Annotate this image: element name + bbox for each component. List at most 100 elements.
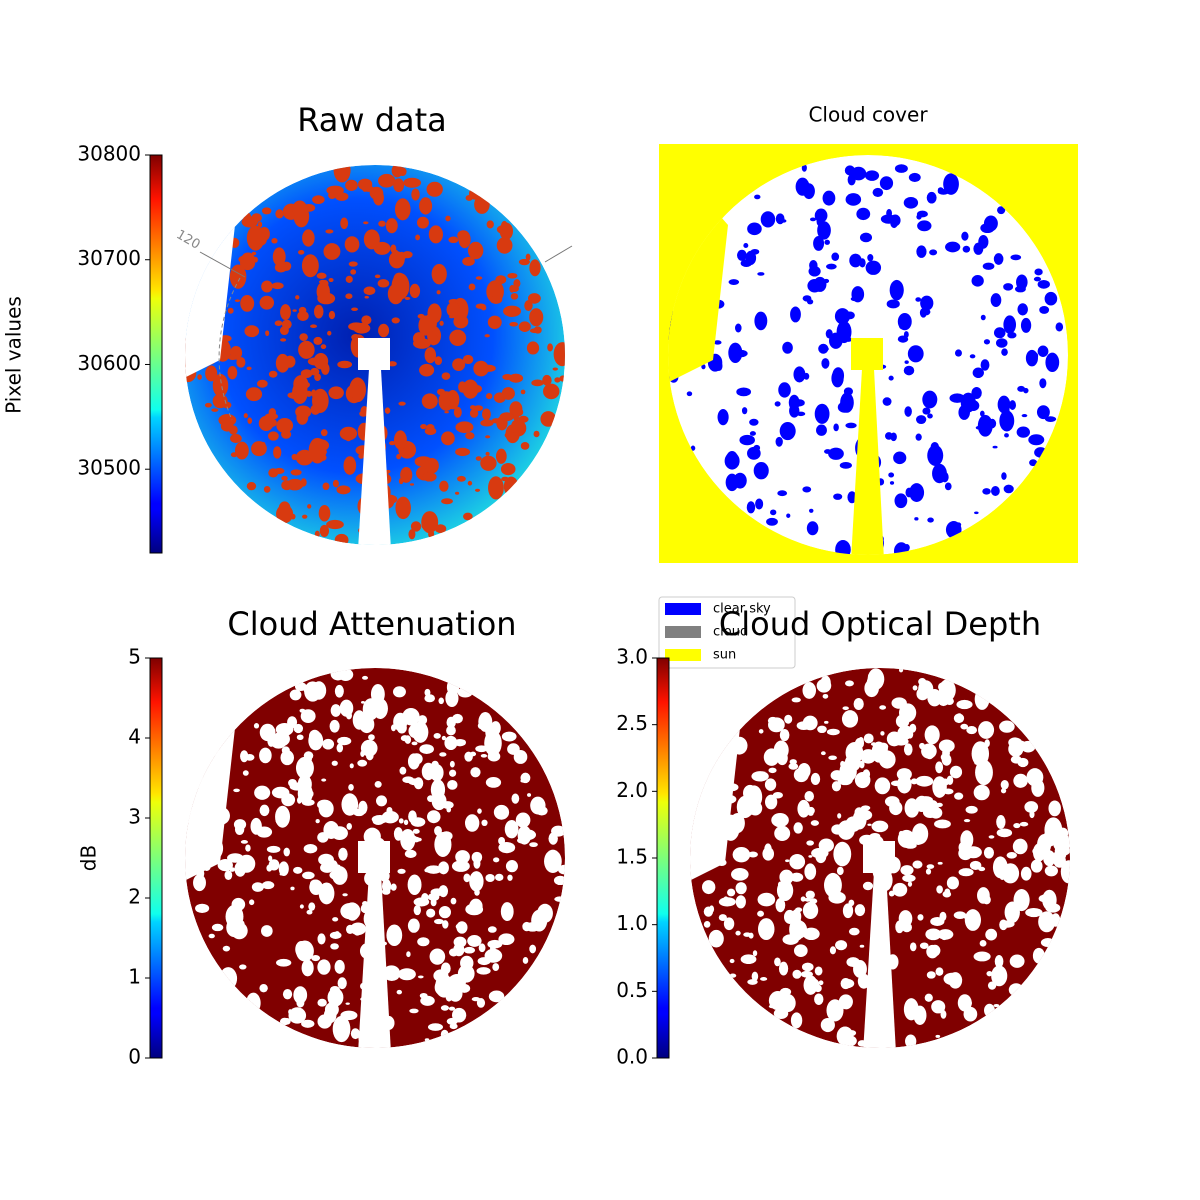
cloud-blob [378, 323, 390, 338]
cloud-blob [974, 511, 979, 515]
cloud-blob [334, 959, 345, 974]
cloud-blob [244, 325, 260, 338]
cloud-blob [312, 195, 325, 205]
cloud-blob [477, 808, 482, 814]
cloud-blob [872, 187, 884, 198]
cloud-blob [746, 501, 756, 514]
cloud-blob [553, 342, 565, 367]
cloud-blob [865, 260, 882, 275]
cloud-blob [378, 173, 396, 188]
cloud-blob [1036, 405, 1050, 420]
cloud-blob [518, 258, 530, 266]
cloud-blob [350, 269, 357, 275]
cloud-blob [751, 771, 769, 782]
cloud-blob [330, 704, 341, 717]
cloud-blob [275, 209, 284, 219]
cloud-blob [935, 967, 944, 976]
cloud-blob [957, 713, 962, 718]
cloud-blob [256, 826, 273, 838]
cloud-blob [779, 421, 796, 441]
cloud-blob [801, 962, 814, 972]
cloud-blob [281, 430, 292, 439]
cloud-blob [1034, 268, 1043, 276]
mask-square [358, 841, 390, 873]
cloud-blob [393, 178, 405, 193]
cloud-blob [222, 945, 231, 952]
cloud-blob [937, 187, 944, 194]
cloud-blob [503, 305, 521, 317]
cloud-blob [323, 243, 341, 260]
cloud-blob [343, 456, 357, 475]
cloud-blob [912, 823, 929, 845]
cloud-blob [434, 524, 447, 534]
cloud-blob [553, 875, 565, 886]
colorbar-tick-label: 1.0 [616, 911, 648, 935]
cloud-blob [276, 958, 292, 967]
cloud-blob [456, 475, 466, 482]
cloud-blob [486, 220, 494, 229]
cloud-blob [1008, 737, 1023, 748]
cloud-blob [377, 279, 390, 288]
colorbar-tick-label: 30500 [77, 456, 141, 480]
cloud-blob [740, 259, 752, 268]
cloud-blob [293, 866, 303, 874]
cloud-blob [944, 482, 952, 491]
cloud-blob [384, 407, 391, 414]
cloud-blob [403, 819, 409, 825]
cloud-blob [341, 793, 359, 816]
cloud-blob [845, 193, 862, 206]
cloud-blob [417, 975, 424, 979]
cloud-blob [279, 1017, 290, 1026]
cloud-blob [529, 259, 541, 277]
cloud-blob [993, 327, 1006, 339]
cloud-blob [929, 944, 941, 957]
cloud-blob [731, 868, 749, 881]
cloud-blob [992, 445, 998, 449]
cloud-blob [784, 714, 793, 724]
cloud-blob [469, 898, 483, 914]
cloud-blob [808, 855, 813, 858]
cloud-blob [772, 791, 783, 799]
cloud-blob [372, 698, 388, 719]
cloud-blob [966, 726, 978, 735]
cloud-blob [300, 369, 313, 378]
colorbar-tick-label: 2.5 [616, 711, 648, 735]
cloud-blob [440, 1005, 450, 1011]
cloud-blob [510, 420, 527, 437]
cloud-blob [930, 441, 939, 452]
cloud-blob [518, 321, 531, 332]
cloud-blob [969, 860, 982, 871]
cloud-blob [749, 431, 756, 436]
cloud-blob [690, 445, 696, 451]
cloud-blob [400, 735, 409, 742]
cloud-blob [820, 675, 831, 691]
cloud-blob [444, 735, 458, 751]
cloud-blob [760, 211, 776, 228]
cloud-blob [516, 837, 527, 844]
cloud-blob [835, 940, 848, 951]
cloud-blob [357, 759, 368, 767]
cloud-blob [709, 905, 715, 913]
cloud-blob [898, 830, 904, 838]
cloud-blob [522, 956, 529, 964]
cloud-blob [1044, 416, 1057, 422]
cloud-blob [488, 476, 504, 500]
cloud-blob [946, 876, 959, 890]
colorbar-tick-label: 0.0 [616, 1045, 648, 1069]
cloud-blob [1053, 838, 1065, 851]
cloud-blob [205, 365, 218, 382]
cloud-blob [411, 741, 418, 746]
cloud-blob [953, 911, 967, 919]
cloud-blob [1009, 400, 1016, 410]
cloud-blob [765, 794, 778, 810]
cloud-blob [422, 397, 435, 406]
cloud-blob [768, 991, 787, 1011]
cloud-blob [386, 806, 393, 815]
cloud-blob [434, 832, 452, 857]
cloud-blob [441, 735, 447, 741]
cloud-blob [1000, 876, 1005, 880]
cloud-blob [339, 699, 354, 717]
cloud-blob [527, 293, 541, 304]
cloud-blob [448, 315, 455, 319]
cloud-blob [884, 796, 900, 807]
